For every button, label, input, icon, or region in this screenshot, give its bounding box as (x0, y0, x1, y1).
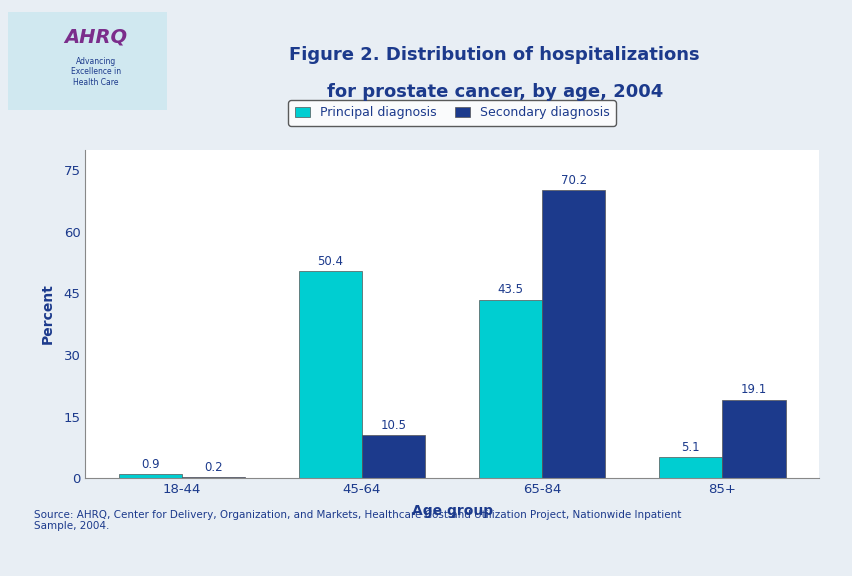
Bar (542, 190, 605, 478)
X-axis label: Age group: Age group (411, 504, 492, 518)
Bar (659, 457, 722, 478)
Text: Figure 2. Distribution of hospitalizations: Figure 2. Distribution of hospitalizatio… (289, 46, 699, 64)
Text: 50.4: 50.4 (317, 255, 343, 268)
Text: AHRQ: AHRQ (64, 28, 127, 47)
Text: 70.2: 70.2 (560, 174, 586, 187)
Text: 10.5: 10.5 (380, 419, 406, 431)
FancyBboxPatch shape (8, 12, 167, 110)
Text: for prostate cancer, by age, 2004: for prostate cancer, by age, 2004 (326, 83, 662, 101)
Text: Source: AHRQ, Center for Delivery, Organization, and Markets, Healthcare Cost an: Source: AHRQ, Center for Delivery, Organ… (34, 510, 681, 531)
Bar (722, 400, 785, 478)
Bar (118, 475, 181, 478)
Bar (298, 271, 361, 478)
Text: 43.5: 43.5 (497, 283, 523, 296)
Bar (479, 300, 542, 478)
Legend: Principal diagnosis, Secondary diagnosis: Principal diagnosis, Secondary diagnosis (288, 100, 615, 126)
Bar (361, 435, 424, 478)
Text: 19.1: 19.1 (740, 384, 766, 396)
Text: Advancing
Excellence in
Health Care: Advancing Excellence in Health Care (71, 57, 121, 87)
Text: 0.2: 0.2 (204, 461, 222, 474)
Text: 5.1: 5.1 (681, 441, 699, 454)
Y-axis label: Percent: Percent (41, 283, 55, 344)
Text: 0.9: 0.9 (141, 458, 159, 471)
